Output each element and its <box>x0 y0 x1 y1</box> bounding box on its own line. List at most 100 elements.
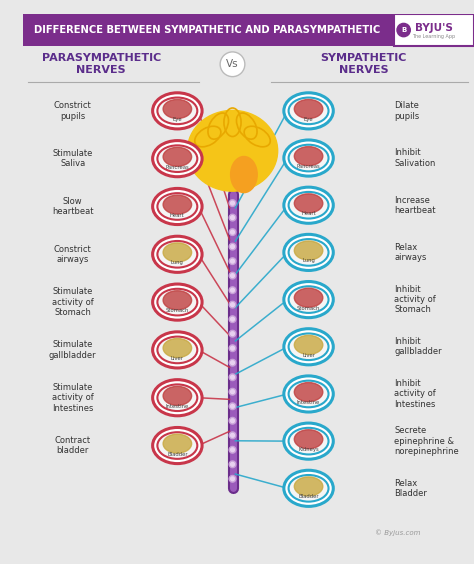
Ellipse shape <box>153 188 202 224</box>
Text: Contract
bladder: Contract bladder <box>55 436 91 455</box>
Ellipse shape <box>157 193 197 220</box>
Circle shape <box>229 432 236 439</box>
Ellipse shape <box>284 93 333 129</box>
Ellipse shape <box>157 337 197 363</box>
Text: Constrict
pupils: Constrict pupils <box>54 101 91 121</box>
Circle shape <box>229 200 236 206</box>
Ellipse shape <box>294 430 323 449</box>
Text: Lung: Lung <box>302 258 315 263</box>
Ellipse shape <box>163 195 191 214</box>
Circle shape <box>230 332 235 336</box>
Ellipse shape <box>230 156 257 193</box>
Ellipse shape <box>294 382 323 402</box>
Text: Inhibit
gallbladder: Inhibit gallbladder <box>394 337 442 356</box>
Text: Vs: Vs <box>226 59 239 69</box>
Ellipse shape <box>157 146 197 172</box>
Ellipse shape <box>294 99 323 118</box>
Circle shape <box>229 345 236 351</box>
Ellipse shape <box>163 243 191 262</box>
Text: The Learning App: The Learning App <box>412 34 456 39</box>
Circle shape <box>229 417 236 424</box>
Text: PARASYMPATHETIC
NERVES: PARASYMPATHETIC NERVES <box>42 54 161 75</box>
Ellipse shape <box>153 140 202 177</box>
Text: Stimulate
gallbladder: Stimulate gallbladder <box>49 340 97 360</box>
Circle shape <box>229 287 236 293</box>
Circle shape <box>230 361 235 364</box>
Ellipse shape <box>294 147 323 166</box>
Circle shape <box>229 229 236 235</box>
Ellipse shape <box>284 376 333 412</box>
Ellipse shape <box>289 475 328 501</box>
Ellipse shape <box>289 192 328 218</box>
Text: Eye: Eye <box>304 117 313 122</box>
Text: Relax
airways: Relax airways <box>394 243 427 262</box>
Ellipse shape <box>163 434 191 453</box>
Text: Heart: Heart <box>170 213 185 218</box>
Circle shape <box>229 359 236 366</box>
Circle shape <box>229 475 236 482</box>
Circle shape <box>230 462 235 466</box>
Circle shape <box>230 433 235 437</box>
Text: Inhibit
Salivation: Inhibit Salivation <box>394 148 436 168</box>
Text: Increase
heartbeat: Increase heartbeat <box>394 196 436 215</box>
Ellipse shape <box>284 140 333 176</box>
Text: SYMPATHETIC
NERVES: SYMPATHETIC NERVES <box>320 54 407 75</box>
Circle shape <box>230 404 235 408</box>
Circle shape <box>229 243 236 250</box>
Ellipse shape <box>284 329 333 365</box>
Ellipse shape <box>284 187 333 223</box>
Ellipse shape <box>157 385 197 411</box>
Text: Inhibit
activity of
Intestines: Inhibit activity of Intestines <box>394 379 436 409</box>
Text: Eye: Eye <box>173 117 182 122</box>
FancyBboxPatch shape <box>23 14 394 46</box>
Text: Liver: Liver <box>302 353 315 358</box>
Text: Stimulate
Saliva: Stimulate Saliva <box>53 149 93 169</box>
Ellipse shape <box>163 290 191 310</box>
Ellipse shape <box>153 332 202 368</box>
Circle shape <box>230 303 235 307</box>
Ellipse shape <box>294 336 323 354</box>
Ellipse shape <box>153 236 202 272</box>
Ellipse shape <box>289 381 328 407</box>
Ellipse shape <box>289 287 328 313</box>
Ellipse shape <box>289 98 328 124</box>
Circle shape <box>230 477 235 481</box>
Ellipse shape <box>289 428 328 455</box>
Text: Lung: Lung <box>171 261 184 265</box>
Circle shape <box>397 23 410 37</box>
Text: Dilate
pupils: Dilate pupils <box>394 101 419 121</box>
Ellipse shape <box>157 98 197 124</box>
Ellipse shape <box>153 380 202 416</box>
Circle shape <box>230 201 235 205</box>
Ellipse shape <box>163 147 191 166</box>
Ellipse shape <box>157 289 197 315</box>
Circle shape <box>230 390 235 394</box>
Circle shape <box>229 389 236 395</box>
Text: Relax
Bladder: Relax Bladder <box>394 479 427 498</box>
Circle shape <box>230 259 235 263</box>
Text: Stimulate
activity of
Stomach: Stimulate activity of Stomach <box>52 287 94 317</box>
Circle shape <box>230 318 235 321</box>
Text: DIFFERENCE BETWEEN SYMPATHETIC AND PARASYMPATHETIC: DIFFERENCE BETWEEN SYMPATHETIC AND PARAS… <box>34 25 380 35</box>
Circle shape <box>230 419 235 422</box>
Text: Pancreas: Pancreas <box>165 165 189 170</box>
Ellipse shape <box>289 145 328 171</box>
Text: Heart: Heart <box>301 212 316 216</box>
Text: Intestine: Intestine <box>297 400 320 405</box>
Text: Stomach: Stomach <box>297 306 320 311</box>
Ellipse shape <box>294 241 323 260</box>
Circle shape <box>229 258 236 265</box>
Text: Pancreas: Pancreas <box>297 164 320 169</box>
Ellipse shape <box>284 235 333 271</box>
Circle shape <box>230 346 235 350</box>
Circle shape <box>230 215 235 219</box>
Circle shape <box>230 288 235 292</box>
Ellipse shape <box>294 288 323 307</box>
Circle shape <box>230 375 235 379</box>
Ellipse shape <box>163 338 191 358</box>
Ellipse shape <box>294 194 323 213</box>
Ellipse shape <box>284 423 333 459</box>
Circle shape <box>230 245 235 249</box>
Ellipse shape <box>157 241 197 267</box>
Circle shape <box>229 403 236 409</box>
